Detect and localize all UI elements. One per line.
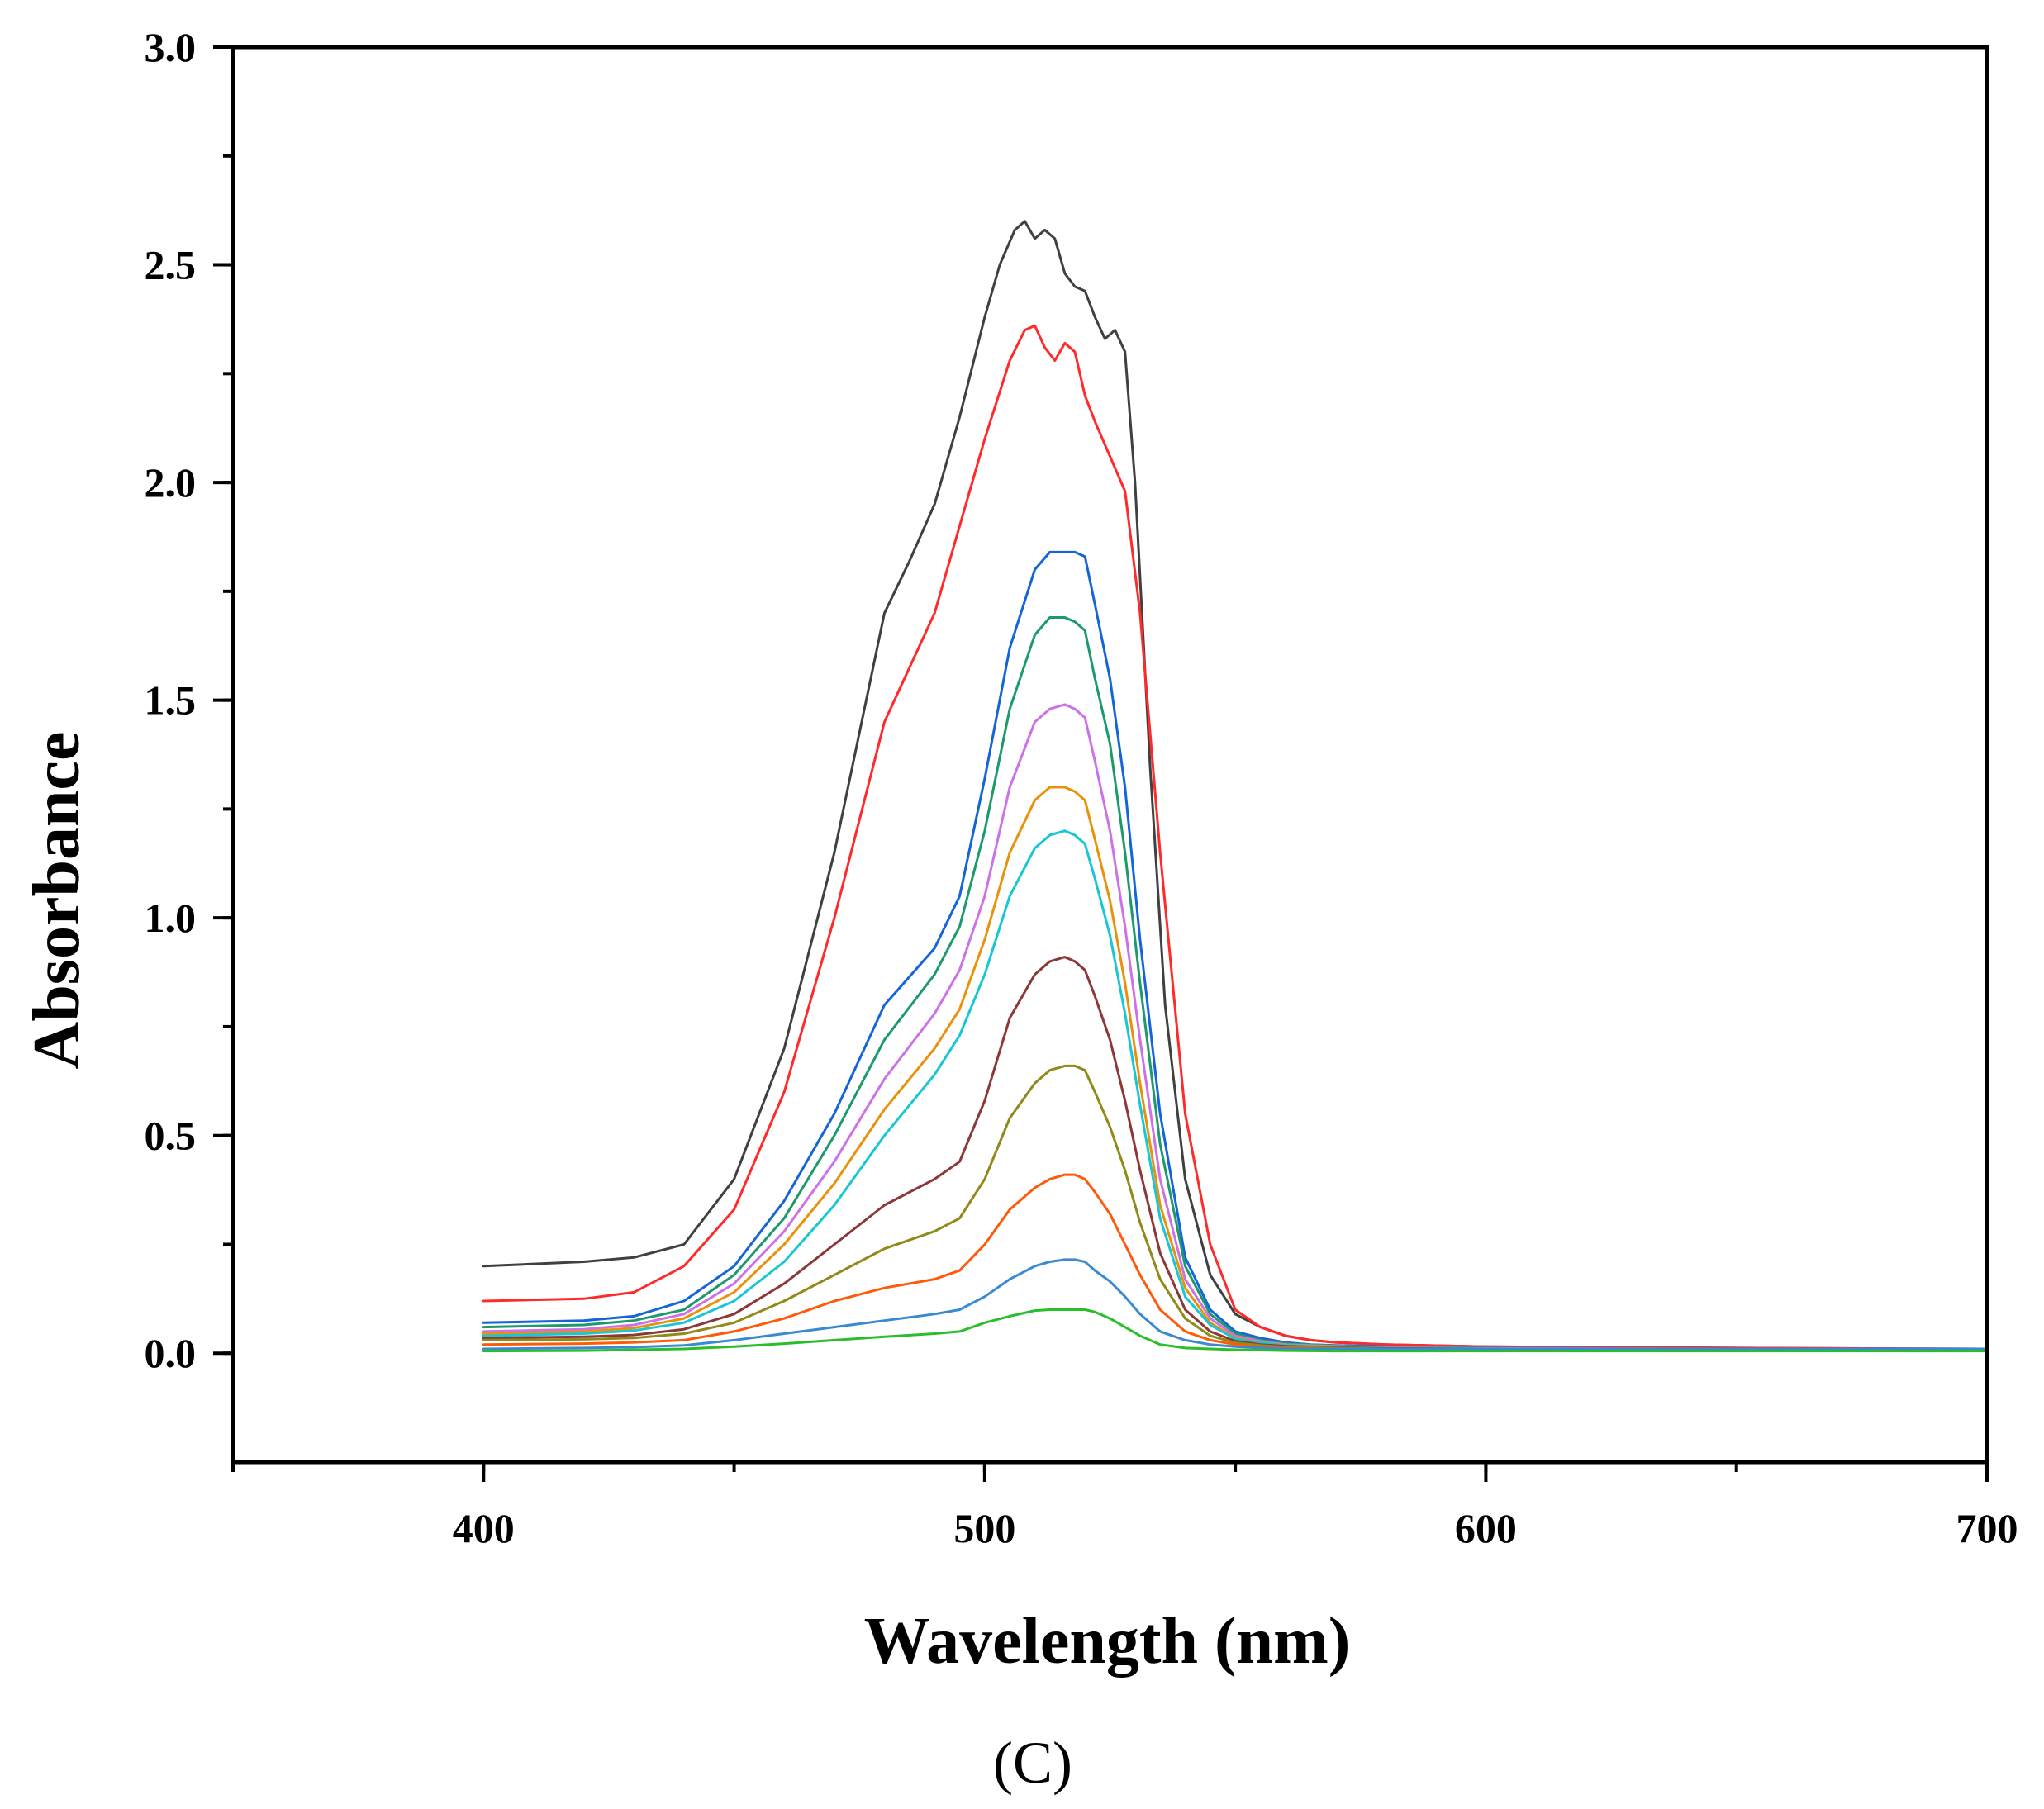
x-tick-label: 500	[953, 1505, 1015, 1551]
plot-frame	[231, 45, 1989, 1465]
y-tick-label: 1.0	[145, 895, 197, 941]
series-line-12	[482, 1308, 1989, 1353]
x-tick-label: 600	[1455, 1505, 1517, 1551]
series-line-7	[482, 829, 1989, 1351]
series-line-3	[482, 550, 1989, 1351]
y-tick-label: 3.0	[145, 24, 197, 70]
series-line-2	[482, 324, 1989, 1351]
series-line-6	[482, 786, 1989, 1351]
series-line-1	[482, 220, 1989, 1351]
series-line-5	[482, 703, 1989, 1351]
series-layer	[482, 220, 1989, 1353]
y-tick-label: 1.5	[145, 677, 197, 724]
y-tick-label: 0.0	[145, 1330, 197, 1376]
y-tick-label: 2.0	[145, 459, 197, 506]
series-line-8	[482, 956, 1989, 1351]
y-tick-label: 2.5	[145, 242, 197, 288]
panel-label: (C)	[993, 1730, 1072, 1796]
x-tick-label: 700	[1956, 1505, 2018, 1551]
x-tick-label: 400	[453, 1505, 515, 1551]
ticks-layer: 400 500 600 700 0.0 0.5 1.0 1.5 2.0 2.5 3.0	[145, 24, 2018, 1551]
y-tick-label: 0.5	[145, 1113, 197, 1159]
x-axis-title: Wavelength (nm)	[864, 1605, 1351, 1678]
series-line-11	[482, 1258, 1989, 1351]
y-axis-title: Absorbance	[21, 732, 93, 1070]
